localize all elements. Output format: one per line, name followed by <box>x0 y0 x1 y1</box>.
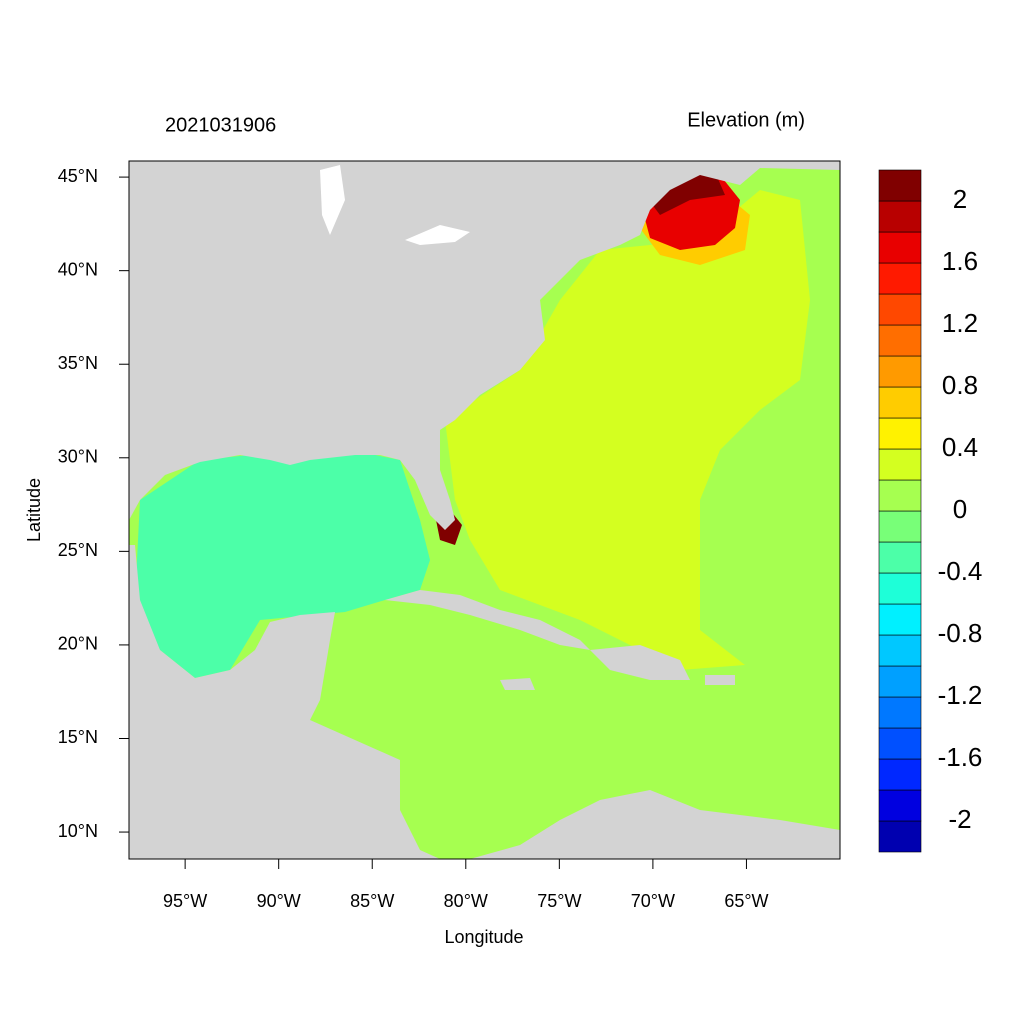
lake <box>405 225 470 245</box>
y-tick-label: 20°N <box>58 634 98 654</box>
colorbar-label: -0.8 <box>938 618 983 648</box>
land <box>129 545 440 859</box>
y-tick-label: 40°N <box>58 259 98 279</box>
x-tick-label: 65°W <box>724 891 768 911</box>
colorbar-box <box>878 293 922 326</box>
colorbar-box <box>878 665 922 698</box>
lake <box>320 165 345 235</box>
land <box>470 790 840 859</box>
x-tick-label: 85°W <box>350 891 394 911</box>
surge-peak <box>645 172 725 215</box>
gulf-surge <box>135 452 430 678</box>
colorbar-box <box>878 572 922 605</box>
colorbar-label: -1.6 <box>938 742 983 772</box>
map-frame <box>128 160 841 860</box>
land <box>590 645 690 680</box>
colorbar-label: -2 <box>948 804 971 834</box>
x-tick-label: 75°W <box>537 891 581 911</box>
colorbar-box <box>878 479 922 512</box>
colorbar-box <box>878 696 922 729</box>
colorbar-box <box>878 758 922 791</box>
colorbar-box <box>878 231 922 264</box>
colorbar-box <box>878 386 922 419</box>
colorbar-label: 0.8 <box>942 370 978 400</box>
y-tick-label: 35°N <box>58 353 98 373</box>
colorbar-box <box>878 169 922 202</box>
colorbar-box <box>878 510 922 543</box>
x-tick-label: 70°W <box>631 891 675 911</box>
subtitle: Elevation (m) <box>687 109 805 131</box>
colorbar-label: 2 <box>953 184 967 214</box>
colorbar-box <box>878 789 922 822</box>
colorbar-box <box>878 448 922 481</box>
colorbar-box <box>878 541 922 574</box>
colorbar-label: 1.2 <box>942 308 978 338</box>
y-tick-label: 10°N <box>58 821 98 841</box>
colorbar-box <box>878 634 922 667</box>
x-tick-label: 90°W <box>257 891 301 911</box>
land <box>129 161 840 530</box>
y-tick-label: 15°N <box>58 727 98 747</box>
map <box>129 161 840 859</box>
colorbar-box <box>878 355 922 388</box>
atlantic-surge <box>445 190 810 670</box>
y-tick-label: 30°N <box>58 447 98 467</box>
land <box>705 675 735 685</box>
colorbar-box <box>878 727 922 760</box>
colorbar-label: 0.4 <box>942 432 978 462</box>
colorbar-box <box>878 324 922 357</box>
land <box>385 590 590 650</box>
colorbar-label: -1.2 <box>938 680 983 710</box>
title: 2021031906 <box>165 114 276 136</box>
colorbar-box <box>878 417 922 450</box>
x-tick-label: 95°W <box>163 891 207 911</box>
x-tick-label: 80°W <box>444 891 488 911</box>
colorbar-label: 1.6 <box>942 246 978 276</box>
colorbar-label: -0.4 <box>938 556 983 586</box>
land <box>500 678 535 690</box>
y-axis-label: Latitude <box>24 478 44 542</box>
y-tick-label: 25°N <box>58 540 98 560</box>
colorbar-box <box>878 200 922 233</box>
colorbar-box <box>878 820 922 853</box>
colorbar-label: 0 <box>953 494 967 524</box>
x-axis-label: Longitude <box>444 927 523 947</box>
y-tick-label: 45°N <box>58 166 98 186</box>
colorbar-box <box>878 262 922 295</box>
colorbar-box <box>878 603 922 636</box>
